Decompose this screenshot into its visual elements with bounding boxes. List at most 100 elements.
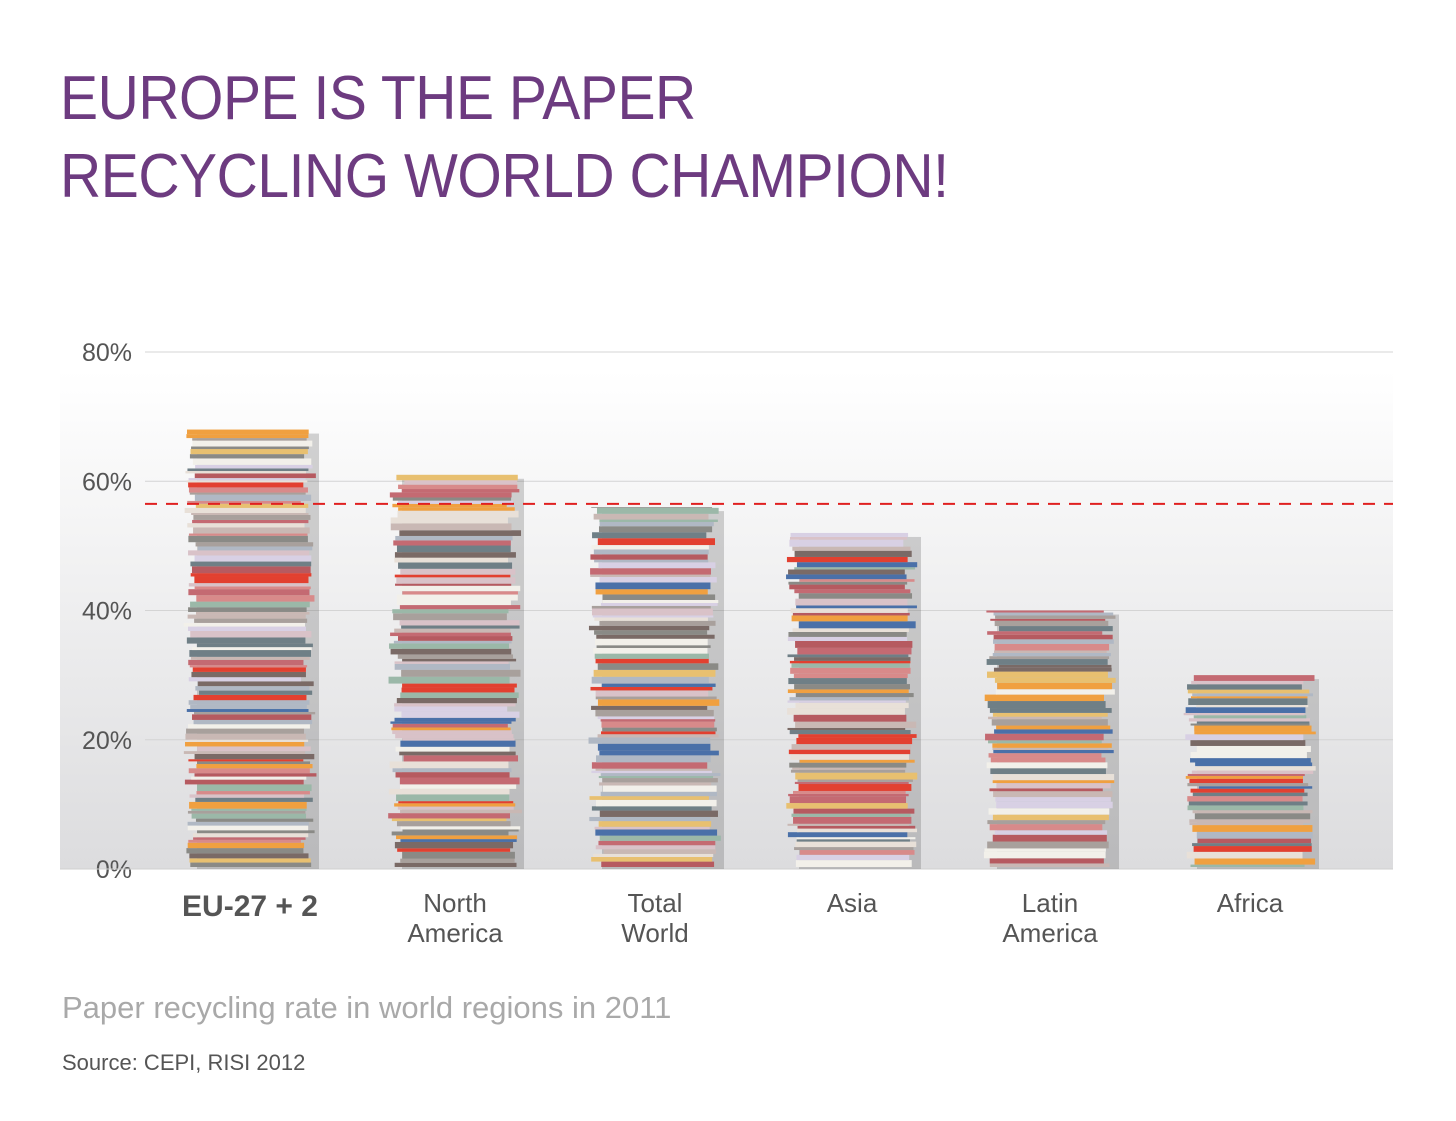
- paper-sheet: [1197, 838, 1312, 844]
- paper-sheet: [195, 464, 313, 469]
- paper-sheet: [601, 683, 716, 687]
- paper-sheet: [788, 581, 908, 585]
- paper-sheet: [396, 594, 518, 601]
- paper-sheet: [394, 574, 511, 578]
- y-tick-label: 40%: [82, 598, 132, 626]
- paper-sheet: [786, 556, 908, 563]
- paper-sheet: [602, 594, 716, 600]
- paper-sheet: [397, 806, 514, 810]
- paper-sheet: [389, 492, 512, 498]
- paper-sheet: [388, 813, 511, 819]
- paper-sheet: [787, 727, 906, 731]
- paper-sheet: [189, 853, 309, 859]
- paper-sheet: [404, 480, 518, 485]
- paper-sheet: [992, 747, 1109, 750]
- paper-sheet: [194, 618, 308, 623]
- paper-sheet: [795, 860, 912, 867]
- paper-sheet: [394, 628, 511, 633]
- paper-sheet: [602, 785, 717, 792]
- paper-sheet: [191, 776, 307, 780]
- paper-sheet: [190, 656, 310, 660]
- paper-sheet: [788, 631, 907, 637]
- paper-sheet: [194, 494, 312, 501]
- paper-sheet: [796, 605, 917, 609]
- paper-sheet: [1192, 825, 1313, 832]
- paper-sheet: [1187, 773, 1305, 777]
- paper-sheet: [394, 717, 516, 722]
- paper-sheet: [397, 848, 511, 852]
- paper-sheet: [1192, 843, 1312, 847]
- paper-sheet: [191, 566, 311, 574]
- paper-sheet: [588, 625, 710, 631]
- paper-sheet: [1194, 813, 1311, 820]
- paper-sheet: [1190, 758, 1311, 763]
- paper-sheet: [594, 617, 708, 621]
- paper-sheet: [797, 825, 916, 829]
- paper-sheet: [796, 828, 918, 833]
- paper-sheet: [599, 810, 718, 817]
- paper-sheet: [188, 607, 307, 612]
- paper-sheet: [400, 568, 516, 575]
- paper-sheet: [788, 569, 905, 575]
- paper-sheet: [397, 654, 514, 659]
- paper-sheet: [997, 682, 1113, 690]
- paper-sheet: [790, 532, 909, 537]
- paper-sheet: [792, 628, 909, 632]
- paper-sheet: [401, 669, 521, 677]
- paper-sheet: [189, 794, 305, 798]
- paper-sheet: [398, 484, 518, 490]
- paper-sheet: [395, 734, 514, 739]
- paper-sheet: [599, 782, 712, 786]
- paper-sheet: [192, 667, 306, 672]
- paper-sheet: [188, 677, 302, 682]
- paper-sheet: [799, 850, 915, 855]
- paper-sheet: [795, 693, 914, 698]
- paper-sheet: [595, 845, 716, 850]
- paper-sheet: [192, 458, 312, 465]
- paper-sheet: [799, 579, 915, 582]
- paper-sheet: [188, 533, 308, 536]
- paper-sheet: [391, 831, 509, 836]
- paper-sheet: [186, 434, 309, 439]
- paper-sheet: [1190, 723, 1310, 726]
- x-tick-label: America: [1002, 918, 1098, 948]
- paper-sheet: [1196, 745, 1311, 753]
- paper-sheet: [188, 839, 301, 843]
- paper-sheet: [994, 650, 1107, 653]
- paper-sheet: [993, 749, 1114, 754]
- paper-sheet: [1193, 675, 1315, 681]
- paper-sheet: [394, 706, 508, 712]
- title-line-1: EUROPE IS THE PAPER: [60, 64, 696, 133]
- paper-sheet: [986, 659, 1108, 665]
- x-tick-label: America: [407, 918, 503, 948]
- paper-sheet: [188, 739, 309, 742]
- paper-sheet: [191, 808, 307, 811]
- paper-sheet: [992, 774, 1115, 781]
- paper-sheet: [787, 823, 910, 826]
- paper-sheet: [789, 660, 911, 664]
- paper-sheet: [595, 696, 717, 700]
- paper-sheet: [789, 539, 904, 547]
- paper-sheet: [992, 743, 1112, 748]
- paper-sheet: [192, 647, 312, 651]
- source-note: Source: CEPI, RISI 2012: [62, 1050, 306, 1075]
- paper-sheet: [985, 733, 1104, 741]
- paper-sheet: [1195, 766, 1316, 771]
- paper-sheet: [190, 561, 312, 567]
- paper-sheet: [187, 842, 305, 849]
- paper-sheet: [793, 808, 915, 814]
- paper-sheet: [194, 576, 309, 584]
- paper-sheet: [796, 837, 916, 840]
- paper-sheet: [988, 753, 1102, 758]
- paper-sheet: [192, 440, 313, 447]
- paper-sheet: [794, 781, 909, 785]
- bar-paper-stack: [786, 532, 921, 869]
- paper-sheet: [188, 700, 310, 705]
- paper-sheet: [188, 583, 308, 587]
- paper-sheet: [595, 589, 708, 595]
- paper-sheet: [793, 673, 908, 679]
- paper-sheet: [595, 690, 709, 697]
- paper-sheet: [400, 784, 517, 789]
- paper-sheet: [197, 546, 313, 551]
- paper-sheet: [197, 830, 315, 834]
